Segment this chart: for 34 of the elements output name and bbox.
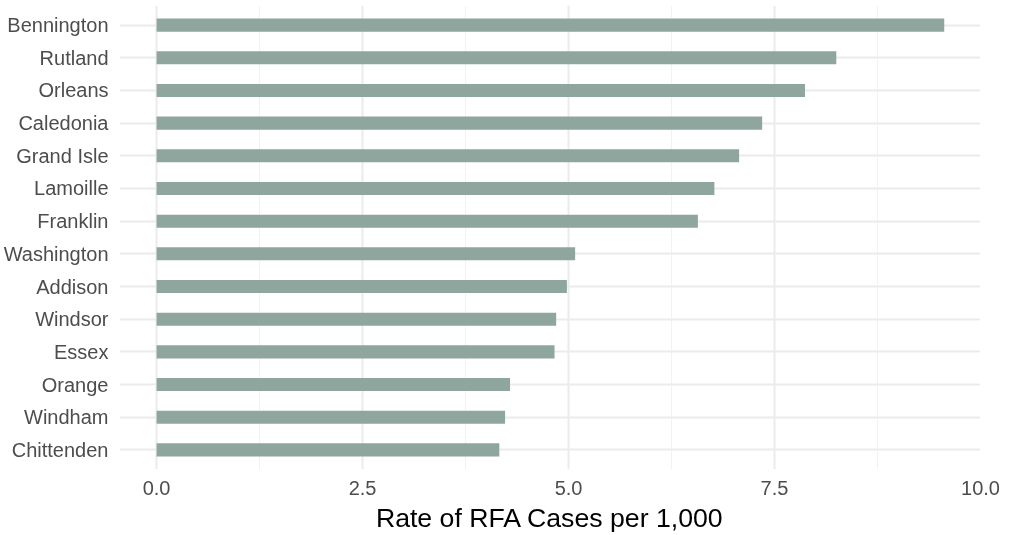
x-tick-label: 10.0 [961,476,1000,499]
y-tick-label: Windsor [35,308,109,331]
y-tick-label: Rutland [39,46,109,69]
bar [156,345,555,359]
x-tick-label: 5.0 [554,476,583,499]
bar [156,181,715,196]
bar [156,247,576,261]
bar [156,51,837,65]
bar [156,443,500,457]
bar [156,149,740,163]
bar [156,83,805,97]
bar [156,312,557,326]
x-axis-title: Rate of RFA Cases per 1,000 [375,502,723,533]
y-tick-label: Grand Isle [16,144,109,167]
x-tick-label: 0.0 [142,476,171,499]
bar [156,116,763,130]
y-tick-label: Windham [24,406,109,429]
y-tick-label: Orleans [38,79,109,102]
y-tick-label: Caledonia [18,112,110,135]
y-tick-label: Franklin [37,210,109,233]
bar [156,214,698,228]
y-tick-label: Addison [36,275,109,298]
bar [156,410,506,424]
y-tick-label: Lamoille [34,177,109,200]
bar [156,279,567,294]
y-tick-label: Chittenden [11,438,109,461]
bar [156,18,945,32]
x-tick-label: 2.5 [348,476,377,499]
bar [156,378,511,392]
x-tick-label: 7.5 [760,476,789,499]
y-tick-label: Essex [54,340,109,363]
y-tick-label: Bennington [7,14,109,37]
y-tick-label: Washington [3,242,109,265]
y-tick-label: Orange [41,373,109,396]
